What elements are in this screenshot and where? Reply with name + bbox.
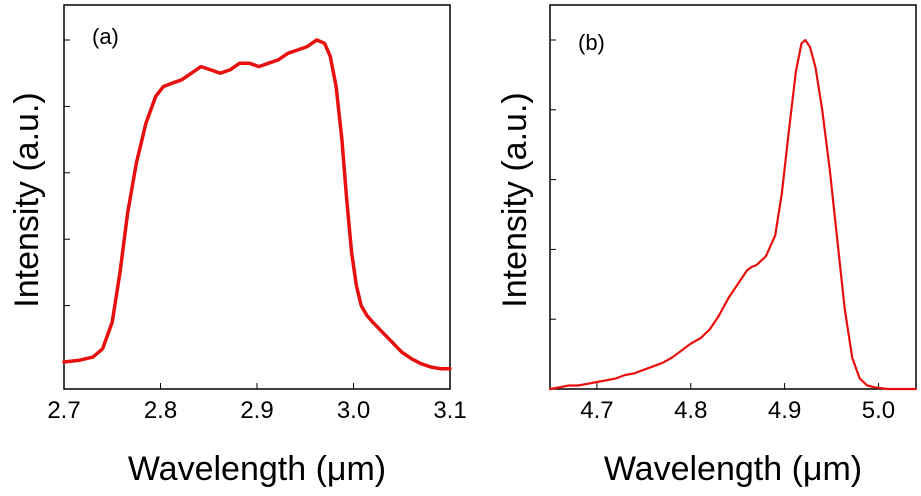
panel-b: (b) 4.7 4.8 4.9 5.0 Wavelength (μm) Intensi… bbox=[496, 4, 918, 488]
panel-b-x-axis-label: Wavelength (μm) bbox=[604, 450, 862, 488]
panel-b-x-tick-label: 4.8 bbox=[674, 397, 707, 424]
panel-b-series-line bbox=[548, 38, 918, 391]
panel-a-frame bbox=[63, 4, 451, 390]
panel-a-y-axis-label: Intensity (a.u.) bbox=[8, 92, 46, 307]
panel-b-y-axis-label: Intensity (a.u.) bbox=[496, 92, 534, 307]
panel-b-x-tick-label: 4.7 bbox=[580, 397, 613, 424]
panel-a-x-tick-label: 2.8 bbox=[144, 397, 177, 424]
panel-a-label: (a) bbox=[92, 24, 119, 49]
panel-b-ticks bbox=[550, 39, 879, 389]
panel-b-x-tick-label: 4.9 bbox=[768, 397, 801, 424]
panel-a-x-tick-label: 2.9 bbox=[240, 397, 273, 424]
panel-a-tick-labels: 2.7 2.8 2.9 3.0 3.1 bbox=[47, 397, 466, 424]
panel-a-ticks bbox=[63, 39, 451, 389]
panel-b-x-tick-label: 5.0 bbox=[862, 397, 895, 424]
panel-a-x-tick-label: 3.0 bbox=[337, 397, 370, 424]
panel-a: (a) 2.7 2.8 2.9 3.0 3.1 Wavelength (μm) Inte… bbox=[8, 4, 467, 488]
panel-a-x-tick-label: 3.1 bbox=[433, 397, 466, 424]
panel-b-frame bbox=[549, 4, 917, 390]
panel-b-label: (b) bbox=[578, 30, 605, 55]
panel-b-tick-labels: 4.7 4.8 4.9 5.0 bbox=[580, 397, 895, 424]
panel-a-x-tick-label: 2.7 bbox=[47, 397, 80, 424]
panel-a-series-line bbox=[62, 38, 452, 371]
panel-a-x-axis-label: Wavelength (μm) bbox=[128, 450, 386, 488]
